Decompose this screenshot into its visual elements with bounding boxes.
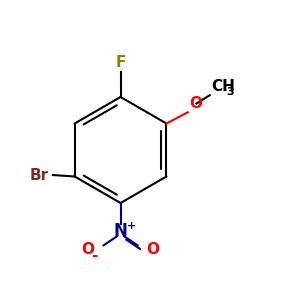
Text: O: O <box>189 96 202 111</box>
Text: O: O <box>82 242 94 257</box>
Text: O: O <box>146 242 159 257</box>
Text: N: N <box>114 222 128 240</box>
Text: F: F <box>116 55 126 70</box>
Text: 3: 3 <box>226 87 234 97</box>
Text: -: - <box>92 248 98 263</box>
Text: Br: Br <box>30 167 49 182</box>
Text: +: + <box>127 221 136 231</box>
Text: CH: CH <box>211 79 235 94</box>
